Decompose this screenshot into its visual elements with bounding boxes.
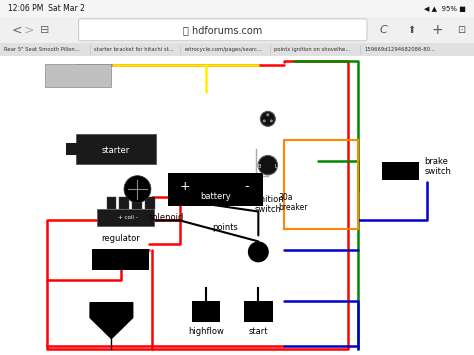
Bar [192, 301, 220, 322]
Bar [0, 43, 474, 56]
Bar [132, 197, 142, 208]
Text: Rear 5" Seat Smooth Pillon...: Rear 5" Seat Smooth Pillon... [4, 47, 80, 52]
Text: starter bracket for hitachi st...: starter bracket for hitachi st... [94, 47, 173, 52]
Bar [284, 140, 358, 229]
Text: >: > [24, 23, 35, 36]
Text: L: L [275, 164, 278, 169]
Text: +: + [180, 180, 190, 193]
Text: C: C [379, 25, 387, 35]
Polygon shape [90, 303, 133, 339]
Text: <: < [12, 23, 22, 36]
Text: highflow: highflow [188, 327, 224, 335]
Text: 159669d1294682086-80...: 159669d1294682086-80... [364, 47, 435, 52]
Bar [0, 0, 474, 17]
Bar [92, 249, 149, 270]
Bar [168, 173, 263, 206]
Bar [0, 56, 474, 355]
Bar [382, 162, 419, 180]
Bar [76, 134, 156, 164]
Text: 12:06 PM  Sat Mar 2: 12:06 PM Sat Mar 2 [8, 4, 85, 13]
Text: retrocycle.com/pages/searc...: retrocycle.com/pages/searc... [184, 47, 262, 52]
Text: 🔒 hdforums.com: 🔒 hdforums.com [183, 25, 263, 35]
Bar [97, 208, 154, 226]
Circle shape [270, 119, 273, 122]
Circle shape [258, 155, 277, 175]
Text: 30a
breaker: 30a breaker [279, 193, 308, 212]
Text: ⊡: ⊡ [457, 25, 465, 35]
Bar [66, 143, 78, 155]
Text: -: - [244, 180, 249, 193]
Circle shape [248, 241, 269, 262]
Text: ◀ ▲  95% ■: ◀ ▲ 95% ■ [424, 6, 466, 11]
Text: ⊟: ⊟ [40, 25, 49, 35]
Bar [107, 197, 116, 208]
FancyBboxPatch shape [79, 19, 367, 41]
Bar [119, 197, 129, 208]
Text: start: start [248, 327, 268, 335]
Circle shape [263, 119, 266, 122]
Text: points: points [212, 223, 238, 233]
Text: +: + [431, 23, 443, 37]
Text: points ignition on shovelhe...: points ignition on shovelhe... [274, 47, 350, 52]
Text: regulator: regulator [101, 234, 140, 243]
Circle shape [260, 111, 275, 126]
Text: ignition
switch: ignition switch [252, 195, 283, 214]
Bar [244, 301, 273, 322]
Circle shape [266, 113, 269, 116]
Text: starter: starter [102, 146, 130, 155]
Bar [145, 197, 155, 208]
Text: solenoid: solenoid [148, 213, 183, 222]
Bar [45, 64, 111, 87]
Text: battery: battery [201, 192, 231, 201]
Circle shape [124, 176, 151, 203]
Text: brake
switch: brake switch [424, 157, 451, 176]
Text: + coil -: + coil - [118, 215, 138, 220]
Text: ⬆: ⬆ [408, 25, 416, 35]
Bar [0, 17, 474, 43]
Text: B: B [257, 164, 261, 169]
